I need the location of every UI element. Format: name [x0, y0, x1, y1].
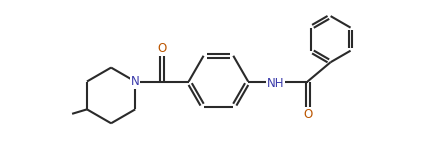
Text: O: O [303, 108, 312, 121]
Text: O: O [157, 42, 167, 55]
Text: N: N [131, 75, 140, 88]
Text: NH: NH [267, 77, 284, 90]
